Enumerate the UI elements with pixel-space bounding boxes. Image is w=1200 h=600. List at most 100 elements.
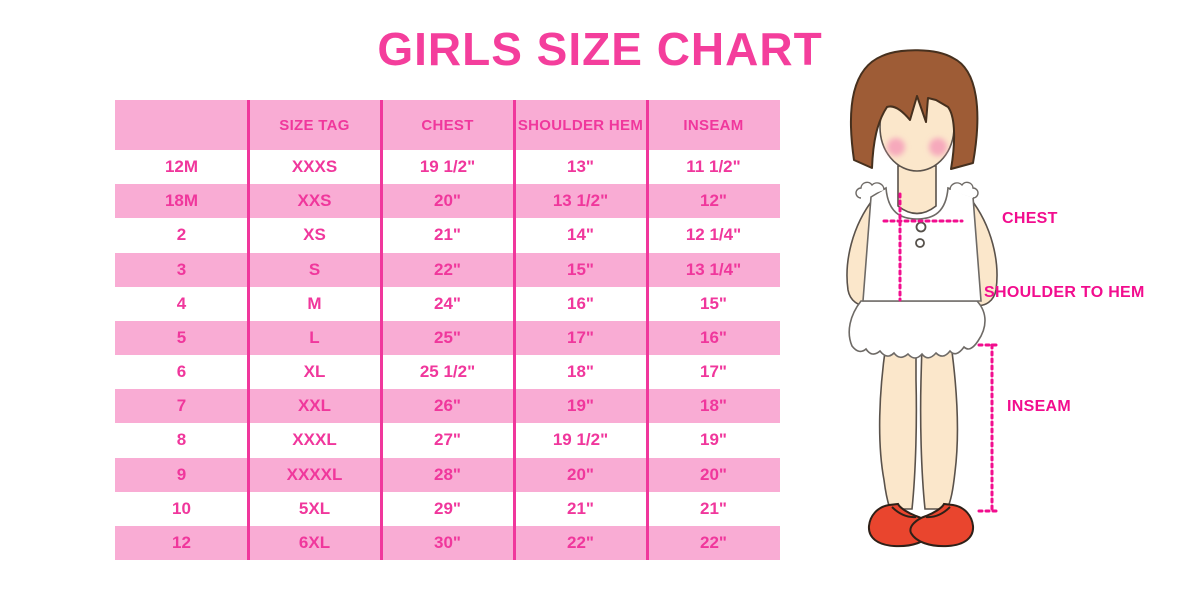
table-cell: 18" bbox=[567, 362, 594, 382]
hair bbox=[849, 49, 979, 170]
table-cell: 22" bbox=[700, 532, 727, 552]
left-shoulder-ruffle bbox=[855, 181, 885, 199]
right-shoulder-ruffle bbox=[949, 181, 979, 199]
right-leg bbox=[919, 343, 959, 510]
table-cell: 12" bbox=[700, 191, 727, 211]
table-cell: 13 1/2" bbox=[552, 191, 609, 211]
table-cell: 17" bbox=[567, 327, 594, 347]
table-cell: 20" bbox=[434, 191, 461, 211]
header-cell-chest: CHEST bbox=[421, 116, 474, 134]
right-cheek bbox=[929, 138, 947, 156]
table-cell: 3 bbox=[176, 259, 187, 279]
header-cell-size-tag: SIZE TAG bbox=[279, 116, 350, 134]
table-cell: 21" bbox=[567, 498, 594, 518]
table-cell: 12M bbox=[164, 157, 199, 177]
header-cell-inseam: INSEAM bbox=[683, 116, 744, 134]
table-cell: 11 1/2" bbox=[686, 157, 741, 177]
table-row: 12 6XL 30" 22" 22" bbox=[115, 525, 780, 561]
right-shoe-strap bbox=[925, 506, 951, 519]
table-row: 6 XL 25 1/2" 18" 17" bbox=[115, 355, 780, 390]
column-divider bbox=[246, 100, 250, 560]
table-cell: 15" bbox=[567, 259, 594, 279]
table-cell: XS bbox=[303, 225, 326, 245]
table-row: 2 XS 21" 14" 12 1/4" bbox=[115, 218, 780, 253]
table-row: 8 XXXL 27" 19 1/2" 19" bbox=[115, 423, 780, 458]
table-cell: 19" bbox=[700, 430, 727, 450]
table-cell: XXS bbox=[297, 191, 332, 211]
left-shoe-strap bbox=[891, 506, 917, 519]
table-cell: 10 bbox=[172, 498, 191, 518]
table-cell: L bbox=[309, 327, 320, 347]
table-row: 18M XXS 20" 13 1/2" 12" bbox=[115, 184, 780, 219]
table-cell: XL bbox=[303, 362, 326, 382]
column-divider bbox=[512, 100, 516, 560]
table-cell: XXXXL bbox=[286, 464, 343, 484]
table-header-row: SIZE TAG CHEST SHOULDER HEM INSEAM bbox=[115, 100, 780, 150]
table-cell: 5 bbox=[176, 327, 187, 347]
left-leg bbox=[878, 343, 918, 510]
table-row: 7 XXL 26" 19" 18" bbox=[115, 389, 780, 424]
table-cell: S bbox=[308, 259, 321, 279]
table-cell: 16" bbox=[567, 293, 594, 313]
table-cell: 30" bbox=[434, 532, 461, 552]
table-cell: 20" bbox=[567, 464, 594, 484]
chest-label: CHEST bbox=[1002, 210, 1058, 227]
size-table: SIZE TAG CHEST SHOULDER HEM INSEAM 12M XXXS 1… bbox=[115, 100, 780, 561]
table-cell: 9 bbox=[176, 464, 187, 484]
table-cell: 8 bbox=[176, 430, 187, 450]
table-cell: 13 1/4" bbox=[685, 259, 742, 279]
table-cell: XXL bbox=[297, 396, 332, 416]
table-row: 3 S 22" 15" 13 1/4" bbox=[115, 252, 780, 287]
header-cell-shoulder-hem: SHOULDER HEM bbox=[517, 116, 644, 134]
table-cell: XXXS bbox=[291, 157, 338, 177]
table-cell: 29" bbox=[434, 498, 461, 518]
table-row: 5 L 25" 17" 16" bbox=[115, 320, 780, 356]
table-cell: 7 bbox=[176, 396, 187, 416]
table-cell: 22" bbox=[434, 259, 461, 279]
column-divider bbox=[645, 100, 649, 560]
table-row: 4 M 24" 16" 15" bbox=[115, 286, 780, 321]
button-bottom bbox=[915, 238, 925, 248]
table-cell: 18" bbox=[700, 396, 727, 416]
table-cell: 21" bbox=[434, 225, 461, 245]
table-cell: 5XL bbox=[298, 498, 331, 518]
table-cell: 28" bbox=[434, 464, 461, 484]
table-cell: 14" bbox=[567, 225, 594, 245]
table-row: 12M XXXS 19 1/2" 13" 11 1/2" bbox=[115, 150, 780, 185]
table-cell: 19" bbox=[567, 396, 594, 416]
table-cell: 4 bbox=[176, 293, 187, 313]
table-row: 10 5XL 29" 21" 21" bbox=[115, 491, 780, 526]
table-cell: 6 bbox=[176, 362, 187, 382]
left-cheek bbox=[887, 138, 905, 156]
table-cell: 12 bbox=[172, 532, 191, 552]
table-cell: 22" bbox=[567, 532, 594, 552]
column-divider bbox=[379, 100, 383, 560]
table-cell: 25" bbox=[434, 327, 461, 347]
table-cell: M bbox=[307, 293, 322, 313]
table-cell: 19 1/2" bbox=[419, 157, 476, 177]
table-row: 9 XXXXL 28" 20" 20" bbox=[115, 457, 780, 492]
table-cell: 26" bbox=[434, 396, 461, 416]
table-cell: 15" bbox=[700, 293, 727, 313]
table-cell: 27" bbox=[434, 430, 461, 450]
button-top bbox=[915, 221, 927, 233]
table-cell: 16" bbox=[700, 327, 727, 347]
right-shoe bbox=[909, 502, 975, 548]
table-cell: 12 1/4" bbox=[685, 225, 742, 245]
inseam-label: INSEAM bbox=[1007, 398, 1072, 415]
table-cell: 13" bbox=[567, 157, 594, 177]
table-cell: 20" bbox=[700, 464, 727, 484]
shoulder-to-hem-label: SHOULDER TO HEM bbox=[984, 284, 1145, 301]
table-cell: 17" bbox=[700, 362, 727, 382]
neck bbox=[897, 165, 937, 215]
skirt bbox=[848, 300, 986, 359]
table-cell: 6XL bbox=[298, 532, 331, 552]
table-cell: 21" bbox=[700, 498, 727, 518]
table-cell: 18M bbox=[164, 191, 199, 211]
page-title: GIRLS SIZE CHART bbox=[377, 23, 823, 75]
table-cell: 19 1/2" bbox=[552, 430, 609, 450]
table-cell: XXXL bbox=[292, 430, 337, 450]
table-cell: 2 bbox=[176, 225, 187, 245]
table-cell: 24" bbox=[434, 293, 461, 313]
table-body: 12M XXXS 19 1/2" 13" 11 1/2" 18M XXS 20" 13 1/2"… bbox=[115, 150, 780, 561]
